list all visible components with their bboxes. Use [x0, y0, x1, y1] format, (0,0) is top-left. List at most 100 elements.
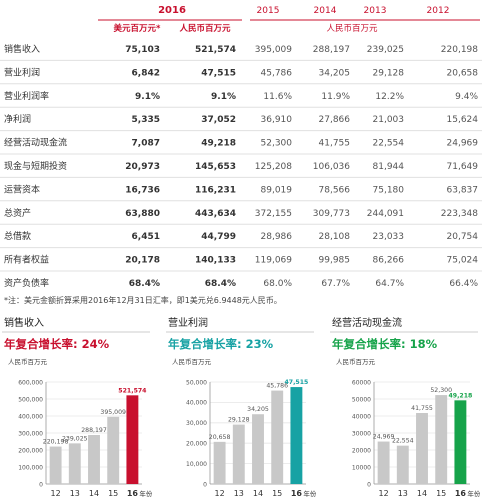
bar-value-label: 49,218 — [448, 392, 472, 399]
bar-value-label: 47,515 — [284, 379, 308, 386]
bar-13 — [232, 424, 245, 484]
year-value: 52,300 — [261, 139, 293, 149]
year-value: 34,205 — [319, 68, 351, 78]
row-label: 运营资本 — [4, 183, 40, 195]
y-tick-label: 10,000 — [186, 461, 207, 468]
year-value: 21,003 — [373, 115, 405, 125]
bar-16 — [290, 387, 303, 484]
row-label: 所有者权益 — [4, 254, 49, 266]
chart-title: 经营活动现金流 — [332, 316, 402, 329]
year-value: 81,944 — [373, 162, 405, 172]
bar-value-label: 24,969 — [373, 434, 395, 441]
year-value: 86,266 — [373, 256, 405, 266]
bar-value-label: 395,009 — [100, 409, 126, 416]
row-label: 总资产 — [4, 207, 31, 219]
bar-15 — [271, 390, 284, 484]
bar-value-label: 29,128 — [228, 417, 250, 424]
row-label: 总借款 — [4, 230, 31, 242]
row-label: 经营活动现金流 — [4, 137, 67, 149]
year-value: 36,910 — [261, 115, 293, 125]
year-value: 309,773 — [313, 209, 350, 219]
x-tick-label: 15 — [436, 489, 446, 498]
year-value: 244,091 — [367, 209, 404, 219]
bar-16 — [126, 395, 139, 484]
y-tick-label: 0 — [203, 481, 207, 488]
y-tick-label: 500,000 — [18, 396, 43, 403]
year-header-2012: 2012 — [427, 6, 450, 16]
bar-value-label: 20,658 — [209, 434, 231, 441]
y-axis-unit: 人民币百万元 — [8, 358, 48, 366]
year-header-2014: 2014 — [314, 6, 337, 16]
x-tick-label: 16 — [291, 489, 303, 498]
usd-value: 7,087 — [132, 139, 160, 149]
bar-value-label: 220,198 — [43, 439, 69, 446]
usd-value: 63,880 — [125, 209, 160, 219]
year-value: 63,837 — [447, 185, 479, 195]
y-tick-label: 20,000 — [186, 441, 207, 448]
rmb-value: 47,515 — [201, 68, 236, 78]
year-value: 71,649 — [447, 162, 479, 172]
usd-value: 20,973 — [125, 162, 160, 172]
bar-14 — [88, 435, 100, 484]
row-label: 现金与短期投资 — [4, 160, 67, 172]
y-axis-unit: 人民币百万元 — [336, 358, 376, 366]
bar-12 — [49, 446, 62, 484]
cagr-subtitle: 年复合增长率: 23% — [168, 337, 274, 351]
usd-value: 9.1% — [135, 92, 160, 102]
x-axis-suffix: 年份 — [467, 489, 480, 498]
bar-12 — [213, 441, 226, 484]
rmb-value: 140,133 — [195, 256, 236, 266]
rmb-value: 9.1% — [211, 92, 236, 102]
years-unit-subheader: 人民币百万元 — [326, 24, 378, 34]
y-tick-label: 100,000 — [18, 464, 43, 471]
y-tick-label: 200,000 — [18, 447, 43, 454]
year-2016-header: 2016 — [158, 5, 186, 16]
rmb-value: 49,218 — [201, 139, 236, 149]
year-value: 9.4% — [455, 92, 478, 102]
year-value: 75,180 — [373, 185, 405, 195]
y-tick-label: 0 — [367, 481, 371, 488]
rmb-value: 44,799 — [201, 232, 236, 242]
rmb-subheader: 人民币百万元 — [179, 23, 231, 34]
y-tick-label: 30,000 — [186, 420, 207, 427]
year-value: 12.2% — [375, 92, 404, 102]
bar-value-label: 52,300 — [430, 387, 452, 394]
x-axis-suffix: 年份 — [139, 489, 152, 498]
year-value: 64.7% — [375, 279, 404, 289]
bar-13 — [396, 445, 409, 484]
x-tick-label: 12 — [51, 489, 61, 498]
year-value: 45,786 — [261, 68, 293, 78]
row-label: 营业利润率 — [4, 90, 49, 102]
bar-value-label: 521,574 — [118, 387, 147, 394]
year-value: 223,348 — [441, 209, 478, 219]
bar-14 — [416, 413, 428, 484]
year-value: 78,566 — [319, 185, 351, 195]
y-tick-label: 50,000 — [186, 379, 207, 386]
bar-15 — [435, 395, 448, 484]
rmb-value: 116,231 — [195, 185, 236, 195]
year-value: 22,554 — [373, 139, 405, 149]
y-tick-label: 40,000 — [186, 400, 207, 407]
year-value: 220,198 — [441, 45, 478, 55]
x-tick-label: 13 — [234, 489, 244, 498]
year-value: 20,754 — [447, 232, 479, 242]
year-value: 75,024 — [447, 256, 479, 266]
footnote: *注：美元金额折算采用2016年12月31日汇率，即1美元兑6.9448元人民币… — [4, 296, 282, 305]
year-value: 89,019 — [261, 185, 293, 195]
y-tick-label: 40000 — [352, 413, 371, 420]
rmb-value: 443,634 — [195, 209, 236, 219]
year-value: 125,208 — [255, 162, 292, 172]
year-value: 395,009 — [255, 45, 292, 55]
x-tick-label: 16 — [455, 489, 467, 498]
usd-value: 5,335 — [132, 115, 160, 125]
year-value: 27,866 — [319, 115, 351, 125]
year-value: 11.6% — [263, 92, 292, 102]
y-tick-label: 50000 — [352, 396, 371, 403]
bar-value-label: 288,197 — [81, 427, 107, 434]
y-tick-label: 300,000 — [18, 430, 43, 437]
rmb-value: 37,052 — [201, 115, 236, 125]
row-label: 销售收入 — [4, 43, 40, 55]
year-value: 29,128 — [373, 68, 405, 78]
